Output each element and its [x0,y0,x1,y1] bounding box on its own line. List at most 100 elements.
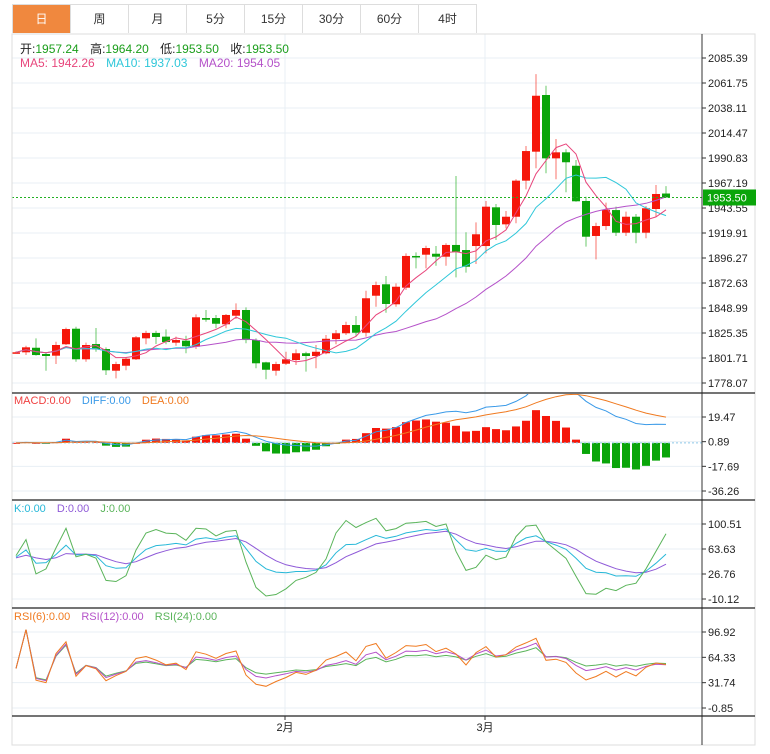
macd-bar-positive [162,438,170,443]
high-label: 高: [90,42,106,56]
macd-bar-negative [292,442,300,453]
main-axis-label: 1825.35 [708,328,748,340]
candle-up [552,152,560,159]
candle-down [542,95,550,159]
candle-up [122,358,130,366]
candle-up [602,209,610,227]
macd-bar-positive [432,421,440,443]
macd-bar-positive [372,427,380,443]
rsi12-value: RSI(12):0.00 [81,611,144,623]
diff-line [15,394,667,447]
candle-up [372,285,380,296]
macd-bar-positive [452,425,460,443]
macd-axis-label: -36.26 [708,486,739,498]
candle-down [562,152,570,163]
rsi6-value: RSI(6):0.00 [14,611,71,623]
candle-down [662,193,670,198]
candle-up [482,206,490,247]
kdj-legend: K:0.00 D:0.00 J:0.00 [14,503,138,515]
macd-bar-positive [352,438,360,443]
macd-bar-positive [562,427,570,443]
macd-bar-negative [622,442,630,468]
candle-down [572,165,580,202]
x-axis-label: 2月 [276,722,293,734]
tab-30min[interactable]: 30分 [303,5,361,33]
low-value: 1953.50 [175,42,219,56]
candle-down [452,244,460,252]
chart-frame [11,33,756,746]
main-axis-label: 1943.55 [708,203,748,215]
low-label: 低: [160,42,176,56]
macd-bar-negative [652,442,660,461]
tab-15min[interactable]: 15分 [245,5,303,33]
axis-labels: 2085.39 2061.75 2038.11 2014.47 1990.83 1967.… [276,53,756,734]
candle-down [412,255,420,258]
diff-value: DIFF:0.00 [81,395,131,407]
macd-bar-positive [502,430,510,443]
candle-down [262,362,270,370]
tab-month[interactable]: 月 [129,5,187,33]
main-axis-label: 1896.27 [708,253,748,265]
candle-up [422,248,430,255]
candle-up [82,345,90,360]
macd-bar-positive [482,427,490,443]
main-axis-label: 1872.63 [708,278,748,290]
candle-up [312,351,320,357]
rsi-legend: RSI(6):0.00 RSI(12):0.00 RSI(24):0.00 [14,611,225,623]
macd-bar-negative [272,442,280,454]
tab-5min[interactable]: 5分 [187,5,245,33]
macd-bar-positive [152,438,160,443]
kdj-axis-label: 100.51 [708,519,742,531]
macd-bar-negative [602,442,610,464]
macd-bar-negative [302,442,310,452]
candle-up [132,337,140,360]
macd-value: MACD:0.00 [14,395,71,407]
main-axis-label: 2085.39 [708,53,748,65]
ma20-line [15,196,667,354]
candle-up [332,333,340,340]
candle-up [142,332,150,339]
macd-bar-positive [362,433,370,443]
main-axis-label: 1801.71 [708,353,748,365]
macd-bar-positive [62,438,70,443]
j-value: J:0.00 [100,503,131,515]
candle-down [212,318,220,324]
candle-down [492,207,500,225]
ma-legend: MA5: 1942.26 MA10: 1937.03 MA20: 1954.05 [20,56,288,70]
k-value: K:0.00 [14,503,46,515]
period-tabs: 日 周 月 5分 15分 30分 60分 4时 [12,4,477,33]
macd-bar-negative [282,442,290,454]
macd-bar-positive [412,420,420,443]
macd-legend: MACD:0.00 DIFF:0.00 DEA:0.00 [14,395,197,407]
j-line [15,517,667,597]
close-value: 1953.50 [245,42,289,56]
candle-up [652,193,660,210]
candle-down [382,284,390,304]
candle-down [582,200,590,237]
tab-4hour[interactable]: 4时 [419,5,476,33]
price-pane [12,74,702,380]
tab-week[interactable]: 周 [71,5,129,33]
main-axis-label: 1778.07 [708,378,748,390]
macd-bar-positive [492,429,500,443]
candle-up [112,364,120,371]
dea-value: DEA:0.00 [141,395,189,407]
candle-down [302,353,310,357]
candle-up [322,338,330,354]
macd-bar-negative [592,442,600,462]
macd-bar-positive [512,426,520,443]
tab-day[interactable]: 日 [13,5,71,33]
main-axis-label: 1990.83 [708,153,748,165]
rsi6-line [15,629,667,687]
candle-up [392,286,400,305]
candle-up [442,244,450,257]
chart-border [11,33,756,746]
candle-down [242,309,250,341]
current-price-label: 1953.50 [707,192,747,204]
macd-bar-negative [262,442,270,452]
rsi-axis-label: -0.85 [708,703,733,715]
tab-60min[interactable]: 60分 [361,5,419,33]
candle-up [282,359,290,364]
kdj-pane [15,517,667,597]
